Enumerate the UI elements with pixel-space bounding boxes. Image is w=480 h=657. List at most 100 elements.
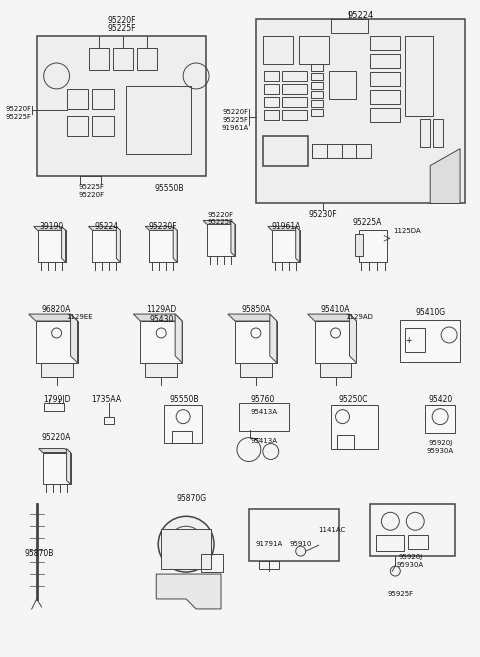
Text: 95870G: 95870G: [176, 494, 206, 503]
Text: 95220F: 95220F: [6, 106, 32, 112]
Text: 95225F: 95225F: [223, 117, 249, 123]
Bar: [425, 405, 455, 432]
Text: 95224: 95224: [348, 11, 373, 20]
Text: 95930A: 95930A: [396, 562, 424, 568]
Text: 95250C: 95250C: [339, 395, 368, 404]
Bar: [207, 225, 235, 256]
Bar: [311, 100, 323, 107]
Polygon shape: [71, 314, 78, 363]
Text: 95760: 95760: [251, 395, 275, 404]
Bar: [43, 453, 71, 484]
Text: 91791A: 91791A: [255, 541, 282, 547]
Bar: [113, 48, 133, 70]
Bar: [249, 509, 338, 561]
Text: 95930A: 95930A: [427, 447, 454, 453]
Text: 95550B: 95550B: [169, 395, 199, 404]
Polygon shape: [268, 227, 300, 231]
Polygon shape: [67, 449, 71, 484]
Bar: [371, 54, 400, 68]
Bar: [371, 505, 455, 556]
Bar: [263, 136, 308, 166]
Bar: [145, 363, 177, 377]
Text: 91961A: 91961A: [222, 125, 249, 131]
Bar: [405, 328, 425, 352]
Bar: [371, 36, 400, 50]
Bar: [371, 72, 400, 86]
Bar: [371, 90, 400, 104]
Polygon shape: [156, 574, 221, 609]
Text: 95410A: 95410A: [321, 305, 350, 314]
Text: 95410G: 95410G: [415, 308, 445, 317]
Bar: [264, 97, 279, 107]
Bar: [240, 363, 272, 377]
Bar: [311, 91, 323, 98]
Text: 95220F: 95220F: [78, 192, 105, 198]
Text: 95224: 95224: [95, 223, 119, 231]
Bar: [314, 321, 357, 363]
Text: 95225F: 95225F: [208, 219, 234, 225]
Text: 95850A: 95850A: [241, 305, 271, 314]
Circle shape: [158, 516, 214, 572]
Polygon shape: [231, 220, 235, 256]
Bar: [137, 48, 157, 70]
Bar: [172, 430, 192, 443]
Bar: [264, 110, 279, 120]
Bar: [433, 119, 443, 147]
Bar: [235, 321, 277, 363]
Text: 95225F: 95225F: [79, 183, 105, 190]
Polygon shape: [203, 220, 235, 225]
Bar: [126, 86, 191, 154]
Bar: [376, 535, 404, 551]
Polygon shape: [430, 148, 460, 204]
Bar: [263, 36, 293, 64]
Text: 95220F: 95220F: [107, 16, 136, 25]
Bar: [311, 64, 323, 71]
Bar: [282, 84, 307, 94]
Bar: [311, 82, 323, 89]
Text: 1129AD
95430: 1129AD 95430: [146, 305, 176, 325]
Polygon shape: [145, 227, 177, 231]
Text: 95910: 95910: [289, 541, 312, 547]
Text: 1735AA: 1735AA: [91, 395, 121, 404]
Bar: [89, 48, 109, 70]
Bar: [360, 231, 387, 262]
Polygon shape: [116, 227, 120, 262]
Bar: [41, 363, 72, 377]
Bar: [67, 116, 88, 136]
Bar: [282, 71, 307, 81]
Bar: [331, 19, 369, 33]
Bar: [44, 403, 63, 411]
Bar: [201, 554, 223, 572]
Bar: [311, 109, 323, 116]
Text: 91961A: 91961A: [271, 223, 300, 231]
Bar: [161, 530, 211, 569]
Polygon shape: [173, 227, 177, 262]
Bar: [67, 89, 88, 109]
Bar: [38, 231, 66, 262]
Bar: [149, 231, 177, 262]
Text: 95225A: 95225A: [353, 218, 382, 227]
Text: 95920J: 95920J: [428, 440, 452, 445]
Bar: [140, 321, 182, 363]
Text: 39190: 39190: [39, 223, 64, 231]
Polygon shape: [308, 314, 357, 321]
Text: 1799JD: 1799JD: [43, 395, 71, 404]
Bar: [299, 36, 329, 64]
Bar: [36, 321, 78, 363]
Bar: [264, 84, 279, 94]
Bar: [420, 119, 430, 147]
Polygon shape: [61, 227, 66, 262]
Bar: [331, 405, 378, 449]
Bar: [264, 71, 279, 81]
Text: 95925F: 95925F: [387, 591, 413, 597]
Polygon shape: [133, 314, 182, 321]
Bar: [336, 434, 354, 449]
Text: 95920J: 95920J: [398, 554, 422, 560]
Polygon shape: [29, 314, 78, 321]
Bar: [312, 144, 372, 158]
Bar: [105, 417, 114, 424]
Polygon shape: [228, 314, 277, 321]
Bar: [93, 89, 114, 109]
Bar: [164, 405, 202, 443]
Text: 96820A: 96820A: [42, 305, 72, 314]
